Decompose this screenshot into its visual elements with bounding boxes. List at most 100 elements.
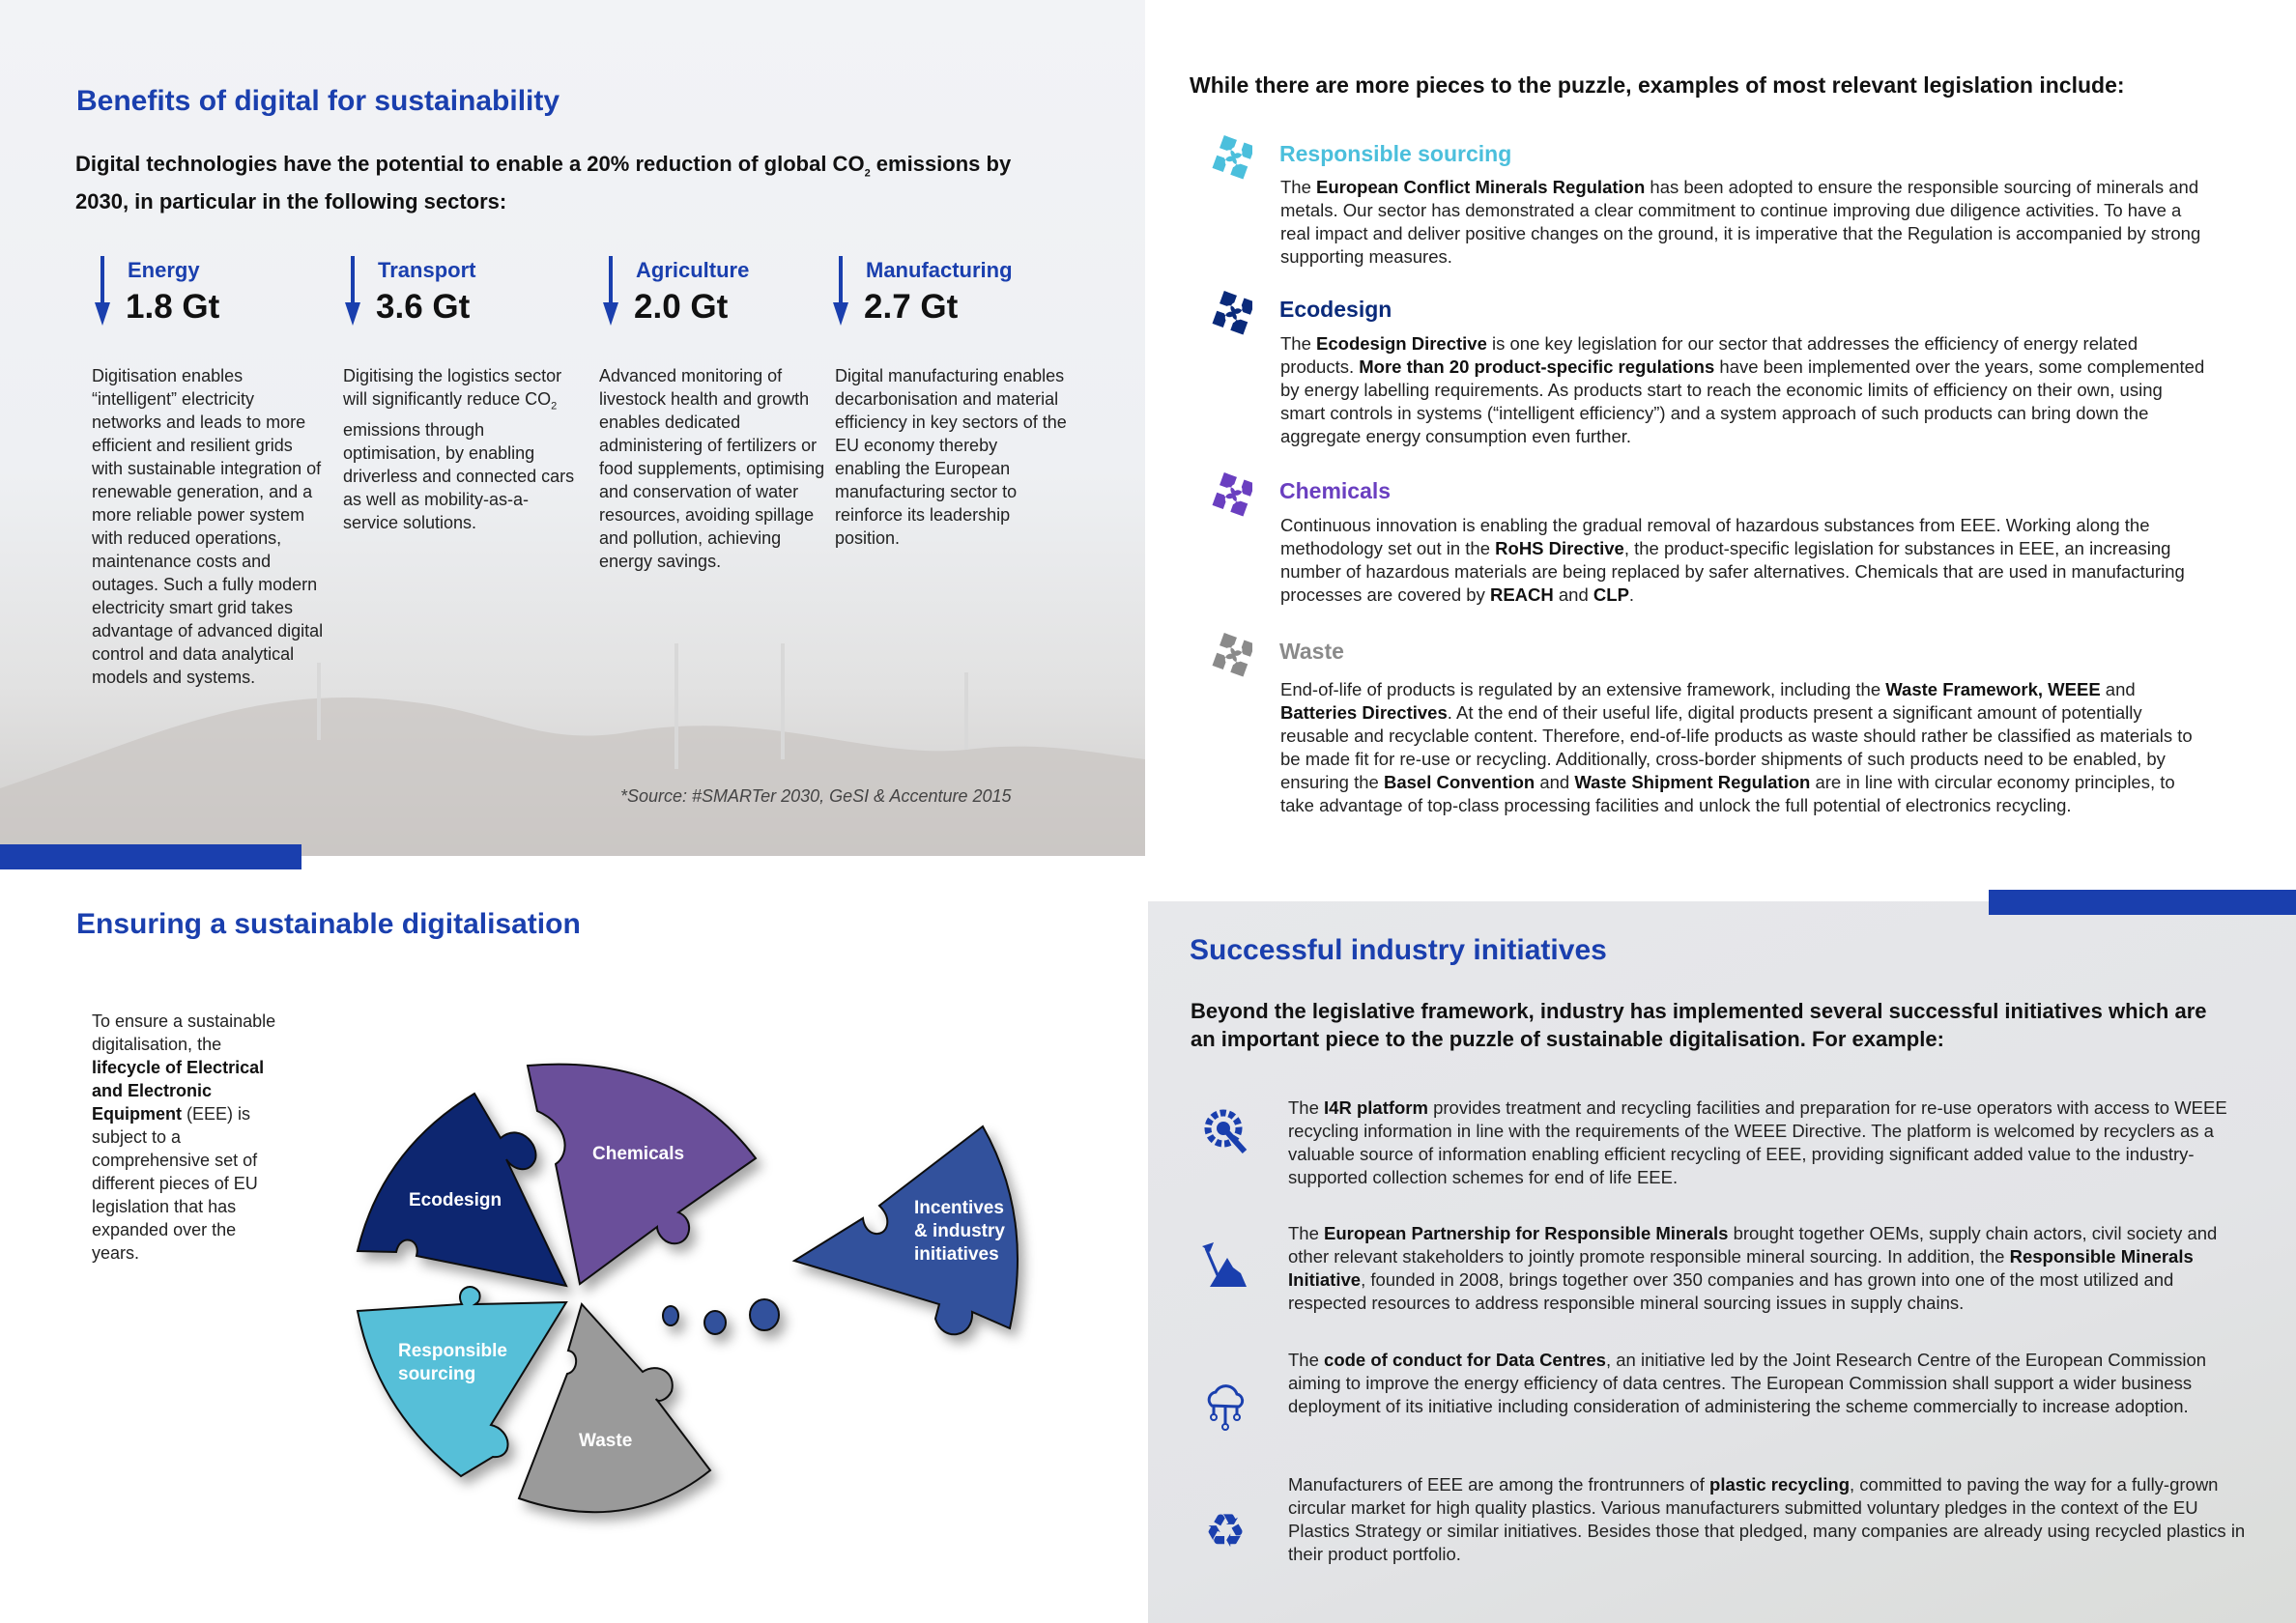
sector-value: 2.7 Gt — [864, 288, 959, 326]
text-segment: Digitising the logistics sector will sig… — [343, 366, 562, 409]
label-responsible-1: Responsible — [398, 1341, 507, 1361]
benefits-intro: Digital technologies have the potential … — [75, 150, 1051, 215]
initiative-body: Manufacturers of EEE are among the front… — [1288, 1473, 2254, 1566]
text-segment: brought together OEMs, supply chain acto… — [1288, 1223, 2218, 1267]
label-waste: Waste — [579, 1431, 632, 1451]
legislation-body: Continuous innovation is enabling the gr… — [1280, 514, 2208, 607]
initiative-body: The European Partnership for Responsible… — [1288, 1222, 2254, 1315]
legislation-body: End-of-life of products is regulated by … — [1280, 678, 2208, 817]
bold-text: European Partnership for Responsible Min… — [1324, 1223, 1729, 1243]
legislation-body: The Ecodesign Directive is one key legis… — [1280, 332, 2208, 448]
text-segment: The — [1280, 177, 1317, 197]
legislation-title: Ecodesign — [1279, 297, 1392, 322]
source-note: *Source: #SMARTer 2030, GeSI & Accenture… — [620, 786, 1012, 806]
text-segment: . At the end of their useful life, digit… — [1280, 702, 2193, 792]
text-segment: is one key legislation for our sector th… — [1280, 333, 2138, 377]
recycle-icon: ♻ — [1204, 1504, 1246, 1556]
accent-bar — [0, 844, 301, 869]
legislation-title: Chemicals — [1279, 478, 1392, 503]
bold-text: Responsible Minerals Initiative — [1288, 1246, 2194, 1290]
initiatives-title: Successful industry initiatives — [1190, 934, 1607, 966]
text-segment: have been implemented over the years, so… — [1280, 356, 2205, 446]
bold-text: More than 20 product-specific regulation… — [1359, 356, 1715, 377]
text-segment: are in line with circular economy princi… — [1280, 772, 2175, 815]
bold-text: REACH — [1489, 584, 1554, 605]
text-segment: and — [1553, 584, 1593, 605]
dot-3 — [749, 1298, 780, 1331]
text-segment: Advanced monitoring of livestock health … — [599, 366, 825, 571]
benefits-panel — [0, 0, 1145, 856]
label-incentives-2: & industry — [914, 1221, 1005, 1241]
gear-wrench-icon — [1204, 1109, 1248, 1154]
bold-text: plastic recycling — [1709, 1474, 1850, 1495]
puzzle-piece-chemicals — [526, 1063, 758, 1286]
svg-text:♻: ♻ — [1204, 1504, 1246, 1556]
text-segment: , founded in 2008, brings together over … — [1288, 1269, 2174, 1313]
down-arrow-icon — [95, 256, 110, 326]
puzzle-icon — [1212, 291, 1252, 335]
sector-value: 3.6 Gt — [376, 288, 471, 326]
text-segment: and — [1535, 772, 1575, 792]
bold-text: code of conduct for Data Centres — [1324, 1350, 1606, 1370]
sector-description: Advanced monitoring of livestock health … — [599, 364, 831, 573]
text-segment: (EEE) is subject to a comprehensive set … — [92, 1104, 258, 1263]
puzzle-piece-incentives — [791, 1125, 1019, 1336]
legislation-title: Waste — [1279, 639, 1344, 664]
text-segment: Digital technologies have the potential … — [75, 152, 865, 176]
sector-value: 2.0 Gt — [634, 288, 729, 326]
text-segment: and — [2100, 679, 2136, 699]
text-segment: The — [1280, 333, 1317, 354]
bold-text: Batteries Directives — [1280, 702, 1448, 723]
text-segment: , an initiative led by the Joint Researc… — [1288, 1350, 2207, 1416]
sector-description: Digitising the logistics sector will sig… — [343, 364, 575, 534]
text-segment: The — [1288, 1350, 1325, 1370]
cloud-network-icon — [1207, 1384, 1245, 1431]
text-segment: . — [1628, 584, 1635, 605]
text-segment: provides treatment and recycling facilit… — [1288, 1097, 2227, 1187]
mining-icon — [1202, 1242, 1247, 1287]
sector-label: Transport — [378, 258, 476, 282]
down-arrow-icon — [345, 256, 360, 326]
bold-text: Waste Shipment Regulation — [1574, 772, 1811, 792]
text-segment: 2 — [864, 167, 871, 180]
text-segment: has been adopted to ensure the responsib… — [1280, 177, 2201, 267]
initiatives-intro: Beyond the legislative framework, indust… — [1191, 999, 2207, 1051]
text-segment: Digitisation enables “intelligent” elect… — [92, 366, 324, 687]
label-incentives-3: initiatives — [914, 1244, 999, 1265]
bold-text: Waste Framework, WEEE — [1885, 679, 2101, 699]
text-segment: emissions through optimisation, by enabl… — [343, 419, 575, 532]
sector-label: Agriculture — [636, 258, 750, 282]
puzzle-piece-waste — [517, 1301, 712, 1514]
text-segment: 2 — [551, 400, 558, 413]
sector-value: 1.8 Gt — [126, 288, 220, 326]
legislation-heading: While there are more pieces to the puzzl… — [1190, 72, 2125, 98]
initiatives-panel — [1148, 901, 2296, 1623]
bold-text: Ecodesign Directive — [1316, 333, 1487, 354]
text-segment: emissions by 2030, in particular in the … — [75, 152, 1012, 214]
bold-text: lifecycle of Electrical and Electronic E… — [92, 1058, 265, 1124]
puzzle-piece-responsible — [356, 1286, 568, 1478]
dot-2 — [703, 1310, 727, 1335]
puzzle-icon — [1212, 472, 1252, 517]
text-segment: To ensure a sustainable digitalisation, … — [92, 1011, 276, 1054]
text-segment: End-of-life of products is regulated by … — [1280, 679, 1886, 699]
label-ecodesign: Ecodesign — [409, 1190, 502, 1210]
puzzle-piece-ecodesign — [356, 1092, 568, 1288]
lifecycle-puzzle-diagram: Ecodesign Chemicals Incentives & industr… — [356, 1063, 1019, 1514]
text-segment: Digital manufacturing enables decarbonis… — [835, 366, 1067, 548]
puzzle-icon — [1212, 135, 1252, 180]
label-responsible-2: sourcing — [398, 1364, 475, 1384]
accent-bar — [1989, 890, 2296, 915]
text-segment: , committed to paving the way for a full… — [1288, 1474, 2246, 1564]
bold-text: RoHS Directive — [1495, 538, 1624, 558]
bold-text: Basel Convention — [1383, 772, 1535, 792]
text-segment: Continuous innovation is enabling the gr… — [1280, 515, 2150, 558]
label-chemicals: Chemicals — [592, 1144, 684, 1164]
initiative-body: The code of conduct for Data Centres, an… — [1288, 1349, 2254, 1418]
ensuring-title: Ensuring a sustainable digitalisation — [76, 908, 581, 940]
benefits-title: Benefits of digital for sustainability — [76, 85, 560, 117]
landscape-background — [0, 643, 1145, 856]
text-segment: , the product-specific legislation for s… — [1280, 538, 2185, 605]
ensuring-body: To ensure a sustainable digitalisation, … — [92, 1010, 285, 1265]
down-arrow-icon — [603, 256, 618, 326]
